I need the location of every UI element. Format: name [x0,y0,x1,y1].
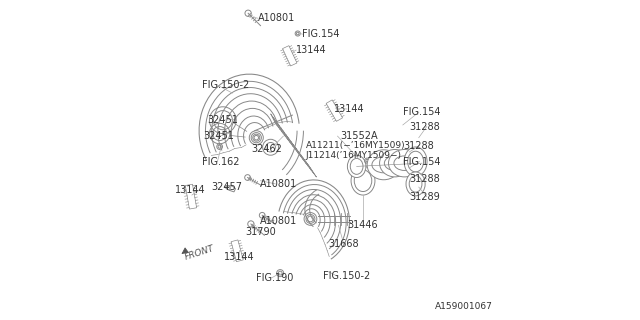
Ellipse shape [351,166,375,195]
Ellipse shape [348,155,366,178]
Text: 13144: 13144 [225,252,255,262]
Polygon shape [225,186,236,192]
Ellipse shape [406,172,425,196]
Text: FIG.150-2: FIG.150-2 [323,271,371,281]
Text: 31288: 31288 [409,174,440,184]
Text: 31288: 31288 [403,141,433,151]
Polygon shape [296,148,303,160]
Polygon shape [298,151,306,164]
Text: A10801: A10801 [259,179,297,189]
Polygon shape [280,127,288,140]
Ellipse shape [372,157,396,173]
Text: 31289: 31289 [409,192,440,202]
Polygon shape [276,121,283,133]
Ellipse shape [355,170,372,192]
Text: FIG.154: FIG.154 [303,29,340,39]
Text: 31668: 31668 [328,239,358,249]
Text: FIG.162: FIG.162 [202,156,239,167]
Text: 13144: 13144 [334,104,365,114]
Polygon shape [185,184,196,209]
Text: A10801: A10801 [258,13,295,23]
Text: 31288: 31288 [409,122,440,132]
Text: FIG.154: FIG.154 [403,156,440,167]
Text: 32462: 32462 [252,144,282,154]
Polygon shape [271,114,278,126]
Text: 31446: 31446 [347,220,378,230]
Ellipse shape [404,147,427,176]
Polygon shape [303,158,311,170]
Ellipse shape [409,176,422,192]
Text: 31790: 31790 [245,227,276,237]
Text: FIG.190: FIG.190 [256,273,294,283]
Polygon shape [283,131,291,143]
Text: FRONT: FRONT [184,244,216,261]
Polygon shape [231,240,243,262]
Text: 32457: 32457 [212,182,243,192]
Ellipse shape [388,149,420,177]
Polygon shape [301,155,308,167]
Text: 32451: 32451 [207,115,238,125]
Text: FIG.154: FIG.154 [403,107,440,117]
Text: 32451: 32451 [204,131,235,141]
Polygon shape [308,164,317,177]
Ellipse shape [408,151,424,172]
Text: FIG.150-2: FIG.150-2 [202,80,250,90]
Ellipse shape [367,150,400,180]
Text: A11211(−’16MY1509): A11211(−’16MY1509) [306,141,405,150]
Text: 13144: 13144 [296,45,327,55]
Polygon shape [282,46,297,66]
Polygon shape [305,161,314,174]
Polygon shape [278,124,285,137]
Text: 13144: 13144 [175,185,205,195]
Text: A10801: A10801 [259,216,297,226]
Text: 31552A: 31552A [340,131,378,141]
Text: A159001067: A159001067 [435,302,493,311]
Polygon shape [273,117,280,130]
Polygon shape [326,100,342,121]
Ellipse shape [380,149,410,177]
Polygon shape [293,144,301,157]
Ellipse shape [385,156,405,171]
Polygon shape [288,138,296,150]
Ellipse shape [350,158,363,174]
Polygon shape [291,141,298,153]
Ellipse shape [394,156,415,171]
Polygon shape [285,134,293,147]
Text: J11214(’16MY1509−): J11214(’16MY1509−) [306,151,402,160]
